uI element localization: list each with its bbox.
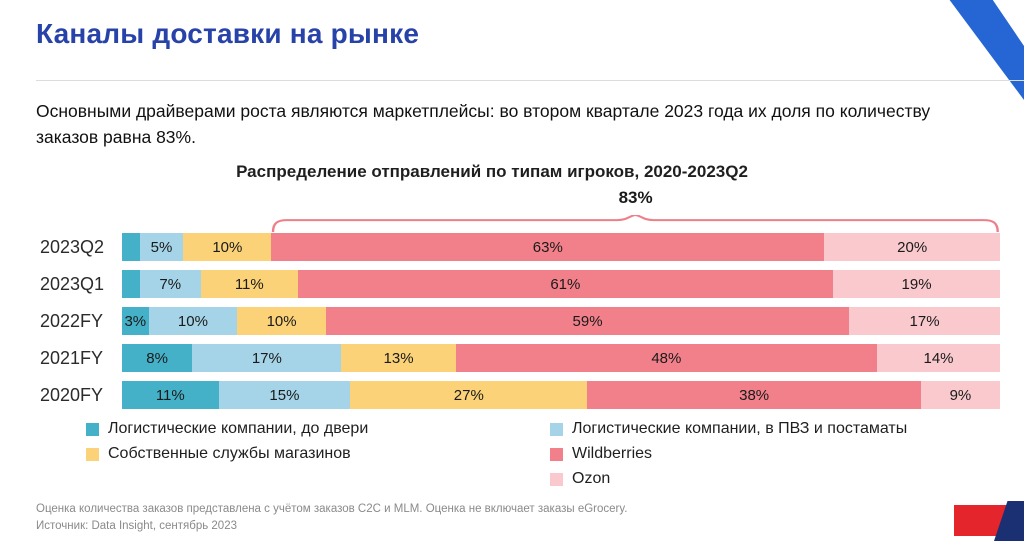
bar-segment: 10% bbox=[237, 307, 326, 335]
legend-label: Логистические компании, до двери bbox=[108, 420, 369, 437]
bar-segment: 17% bbox=[192, 344, 342, 372]
bar-segment: 17% bbox=[849, 307, 1000, 335]
legend-column: Логистические компании, в ПВЗ и постамат… bbox=[550, 420, 907, 488]
bar-segment: 10% bbox=[183, 233, 272, 261]
bar-segment: 11% bbox=[201, 270, 298, 298]
bar-segment: 7% bbox=[139, 270, 201, 298]
bar-track: 3% 10% 10% 59% 17% bbox=[122, 307, 1000, 335]
footnote-methodology: Оценка количества заказов представлена с… bbox=[36, 503, 628, 515]
legend-item: Собственные службы магазинов bbox=[86, 445, 550, 463]
legend-label: Wildberries bbox=[572, 445, 653, 462]
legend-label: Ozon bbox=[572, 470, 611, 487]
legend-swatch bbox=[550, 472, 563, 486]
bar-track: 11% 15% 27% 38% 9% bbox=[122, 381, 1000, 409]
stacked-bar-chart: 83% 2023Q2 5% 10% 63% 20% 2023Q1 7% 11% 61% 19% 20… bbox=[36, 188, 1000, 409]
bar-segment bbox=[122, 233, 140, 261]
legend-label: Логистические компании, в ПВЗ и постамат… bbox=[572, 420, 908, 437]
bar-row-2023Q1: 2023Q1 7% 11% 61% 19% bbox=[36, 270, 1000, 298]
bar-segment bbox=[122, 270, 140, 298]
legend-item: Ozon bbox=[550, 470, 907, 488]
bar-track: 5% 10% 63% 20% bbox=[122, 233, 1000, 261]
bar-row-2020FY: 2020FY 11% 15% 27% 38% 9% bbox=[36, 381, 1000, 409]
bar-track: 7% 11% 61% 19% bbox=[122, 270, 1000, 298]
bar-row-2021FY: 2021FY 8% 17% 13% 48% 14% bbox=[36, 344, 1000, 372]
bar-segment: 5% bbox=[139, 233, 184, 261]
marketplace-share-annotation: 83% bbox=[271, 188, 1000, 233]
legend-item: Логистические компании, в ПВЗ и постамат… bbox=[550, 420, 907, 438]
header-divider bbox=[36, 80, 1024, 81]
row-label: 2023Q2 bbox=[40, 236, 105, 257]
page-title: Каналы доставки на рынке bbox=[36, 18, 420, 49]
row-label: 2023Q1 bbox=[40, 273, 105, 294]
bar-row-2023Q2: 2023Q2 5% 10% 63% 20% bbox=[36, 233, 1000, 261]
corner-decoration-top-right bbox=[949, 0, 1024, 100]
row-label: 2022FY bbox=[40, 310, 104, 331]
row-label: 2020FY bbox=[40, 384, 104, 405]
legend-column: Логистические компании, до двери Собствен… bbox=[86, 420, 550, 488]
bar-segment: 63% bbox=[271, 233, 825, 261]
bar-segment: 59% bbox=[325, 307, 850, 335]
bar-segment: 48% bbox=[455, 344, 878, 372]
bar-segment: 19% bbox=[833, 270, 1000, 298]
legend-item: Wildberries bbox=[550, 445, 907, 463]
annotation-83-percent-label: 83% bbox=[618, 188, 653, 207]
bar-segment: 11% bbox=[122, 381, 219, 409]
bar-segment: 61% bbox=[297, 270, 834, 298]
legend-label: Собственные службы магазинов bbox=[108, 445, 351, 462]
legend-swatch bbox=[550, 447, 563, 461]
intro-text: Основными драйверами роста являются марк… bbox=[36, 101, 931, 148]
bar-segment: 3% bbox=[122, 307, 149, 335]
legend-item: Логистические компании, до двери bbox=[86, 420, 550, 438]
bar-segment: 9% bbox=[920, 381, 1000, 409]
bar-segment: 8% bbox=[122, 344, 193, 372]
legend-swatch bbox=[550, 422, 563, 436]
bar-row-2022FY: 2022FY 3% 10% 10% 59% 17% bbox=[36, 307, 1000, 335]
bar-segment: 27% bbox=[350, 381, 588, 409]
bar-segment: 10% bbox=[148, 307, 238, 335]
row-label: 2021FY bbox=[40, 347, 104, 368]
chart-title: Распределение отправлений по типам игрок… bbox=[236, 162, 748, 181]
bar-rows: 2023Q2 5% 10% 63% 20% 2023Q1 7% 11% 61% 19% 2022FY… bbox=[36, 188, 1000, 409]
footnote-source: Источник: Data Insight, сентябрь 2023 bbox=[36, 519, 237, 532]
legend: Логистические компании, до двери Собствен… bbox=[86, 420, 1000, 488]
bar-segment: 14% bbox=[877, 344, 1000, 372]
curly-bracket bbox=[272, 215, 1000, 232]
footnotes: Оценка количества заказов представлена с… bbox=[36, 501, 627, 534]
legend-swatch bbox=[86, 447, 99, 461]
bar-segment: 20% bbox=[824, 233, 1000, 261]
bar-segment: 15% bbox=[218, 381, 351, 409]
bar-segment: 13% bbox=[341, 344, 456, 372]
legend-swatch bbox=[86, 422, 99, 436]
bar-segment: 38% bbox=[587, 381, 921, 409]
bar-track: 8% 17% 13% 48% 14% bbox=[122, 344, 1000, 372]
